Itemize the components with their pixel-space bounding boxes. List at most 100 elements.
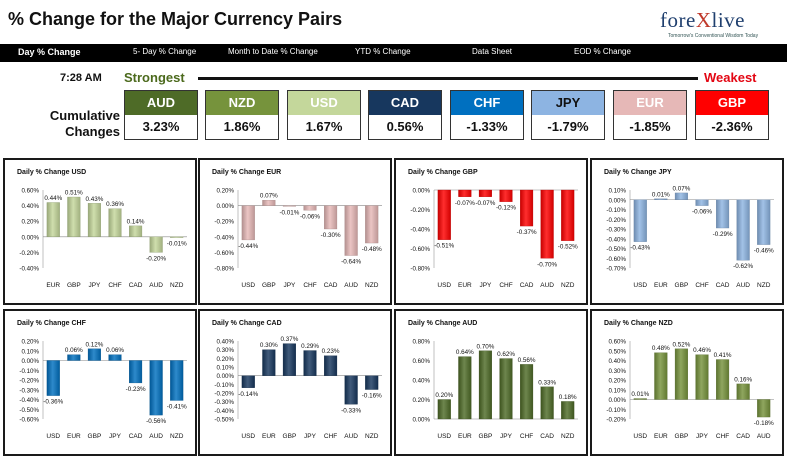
y-tick-label: 0.00% bbox=[21, 234, 39, 241]
data-label: -0.70% bbox=[537, 261, 557, 268]
chart-panel-8: Daily % Change NZD 0.60% 0.50% 0.40% 0.30% 0.… bbox=[590, 309, 784, 456]
y-tick-label: -0.20% bbox=[410, 207, 430, 214]
data-label: -0.18% bbox=[754, 420, 774, 427]
bar-nzd bbox=[365, 375, 379, 390]
bar-cad bbox=[129, 225, 143, 237]
bar-chf bbox=[108, 208, 122, 237]
data-label: 0.70% bbox=[476, 343, 494, 350]
bar-chart: Daily % Change NZD 0.60% 0.50% 0.40% 0.30% 0.… bbox=[604, 320, 774, 440]
category-label: JPY bbox=[696, 433, 709, 440]
data-label: 0.01% bbox=[631, 391, 649, 398]
category-label: EUR bbox=[458, 433, 472, 440]
page-title: % Change for the Major Currency Pairs bbox=[8, 9, 343, 29]
data-label: -0.37% bbox=[517, 229, 537, 236]
y-tick-label: 0.60% bbox=[412, 358, 430, 365]
cumulative-box-eur: EUR -1.85% bbox=[613, 90, 687, 140]
category-label: USD bbox=[241, 433, 255, 440]
y-tick-label: -0.50% bbox=[19, 407, 39, 414]
cumulative-box-nzd: NZD 1.86% bbox=[205, 90, 279, 140]
bar-cad bbox=[324, 205, 338, 230]
y-tick-label: 0.50% bbox=[608, 348, 626, 355]
bar-nzd bbox=[561, 189, 575, 241]
y-tick-label: 0.10% bbox=[21, 348, 39, 355]
category-label: EUR bbox=[67, 433, 81, 440]
y-tick-label: -0.30% bbox=[606, 227, 626, 234]
bar-nzd bbox=[561, 401, 575, 420]
y-tick-label: 0.00% bbox=[216, 373, 234, 380]
category-label: AUD bbox=[344, 282, 358, 289]
data-label: 0.33% bbox=[538, 379, 556, 386]
category-label: EUR bbox=[46, 282, 60, 289]
chart-title: Daily % Change CAD bbox=[212, 320, 282, 327]
category-label: USD bbox=[241, 282, 255, 289]
category-label: EUR bbox=[458, 282, 472, 289]
strength-scale-line bbox=[198, 77, 698, 80]
cumulative-value: -1.33% bbox=[466, 119, 508, 134]
bar-eur bbox=[654, 198, 668, 200]
category-label: AUD bbox=[757, 433, 771, 440]
y-tick-label: -0.20% bbox=[606, 417, 626, 424]
currency-code: AUD bbox=[125, 91, 197, 115]
nav-day-change[interactable]: Day % Change bbox=[18, 47, 81, 57]
bar-chart: Daily % Change CHF 0.20% 0.10% 0.00% -0.10% -… bbox=[17, 320, 187, 440]
bar-cad bbox=[736, 383, 750, 400]
category-label: CHF bbox=[324, 433, 337, 440]
bar-eur bbox=[46, 202, 60, 237]
nav-5day-change[interactable]: 5- Day % Change bbox=[133, 47, 197, 56]
chart-title: Daily % Change CHF bbox=[17, 320, 87, 327]
y-tick-label: -0.40% bbox=[410, 227, 430, 234]
category-label: CAD bbox=[129, 433, 143, 440]
chart-title: Daily % Change USD bbox=[17, 169, 86, 176]
nav-mtd-change[interactable]: Month to Date % Change bbox=[228, 47, 318, 56]
data-label: 0.20% bbox=[435, 392, 453, 399]
y-tick-label: -0.30% bbox=[214, 399, 234, 406]
nav-data-sheet[interactable]: Data Sheet bbox=[472, 47, 513, 56]
bar-chf bbox=[499, 189, 513, 202]
data-label: 0.16% bbox=[734, 376, 752, 383]
category-label: NZD bbox=[561, 282, 575, 289]
y-tick-label: -0.50% bbox=[214, 417, 234, 424]
category-label: JPY bbox=[109, 433, 122, 440]
category-label: USD bbox=[633, 433, 647, 440]
data-label: -0.33% bbox=[341, 407, 361, 414]
data-label: 0.18% bbox=[559, 394, 577, 401]
y-tick-label: -0.80% bbox=[410, 266, 430, 273]
bar-usd bbox=[633, 199, 647, 242]
cumulative-value: 0.56% bbox=[386, 119, 424, 134]
data-label: -0.01% bbox=[167, 241, 187, 248]
category-label: USD bbox=[633, 282, 647, 289]
y-tick-label: -0.20% bbox=[214, 391, 234, 398]
data-label: 0.12% bbox=[85, 341, 103, 348]
category-label: EUR bbox=[654, 433, 668, 440]
data-label: 0.43% bbox=[85, 196, 103, 203]
cumulative-value: -2.36% bbox=[711, 119, 753, 134]
data-label: -0.36% bbox=[43, 399, 63, 406]
bar-chf bbox=[716, 359, 730, 400]
bar-eur bbox=[458, 356, 472, 420]
category-label: JPY bbox=[304, 433, 317, 440]
nav-bar: Day % Change 5- Day % Change Month to Da… bbox=[0, 44, 787, 62]
nav-ytd-change[interactable]: YTD % Change bbox=[355, 47, 411, 56]
nav-eod-change[interactable]: EOD % Change bbox=[574, 47, 631, 56]
category-label: JPY bbox=[479, 282, 492, 289]
y-tick-label: -0.60% bbox=[606, 256, 626, 263]
y-tick-label: -0.20% bbox=[606, 217, 626, 224]
category-label: AUD bbox=[540, 282, 554, 289]
data-label: 0.56% bbox=[518, 357, 536, 364]
y-tick-label: 0.20% bbox=[216, 356, 234, 363]
chart-title: Daily % Change NZD bbox=[604, 320, 673, 327]
data-label: 0.62% bbox=[497, 351, 515, 358]
bar-jpy bbox=[478, 189, 492, 197]
bar-aud bbox=[540, 189, 554, 259]
category-label: NZD bbox=[365, 282, 379, 289]
bar-chart: Daily % Change AUD 0.80% 0.60% 0.40% 0.20% 0.… bbox=[408, 320, 578, 440]
y-tick-label: 0.20% bbox=[608, 378, 626, 385]
forexlive-logo[interactable]: foreXlive bbox=[660, 8, 745, 32]
chart-panel-4: Daily % Change JPY 0.10% 0.00% -0.10% -0.20%… bbox=[590, 158, 784, 305]
y-tick-label: 0.10% bbox=[608, 188, 626, 195]
data-label: -0.41% bbox=[167, 403, 187, 410]
cumulative-value: 1.86% bbox=[223, 119, 261, 134]
bar-usd bbox=[437, 399, 451, 420]
chart-title: Daily % Change AUD bbox=[408, 320, 477, 327]
cumulative-value: 3.23% bbox=[142, 119, 180, 134]
